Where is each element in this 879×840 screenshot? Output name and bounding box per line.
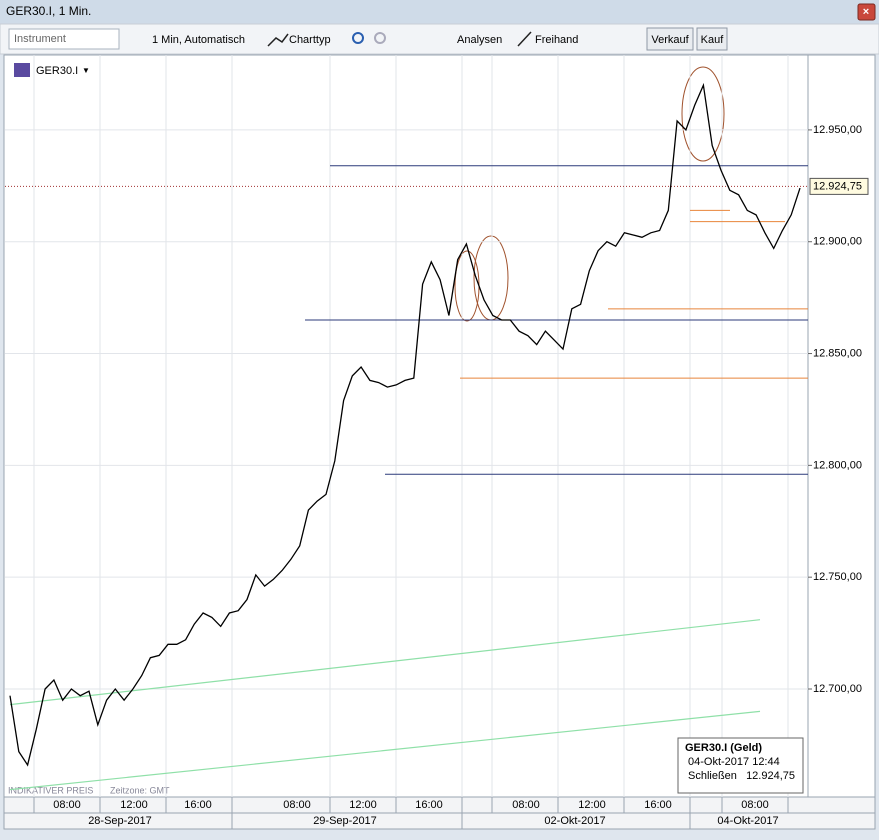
sell-button[interactable]: [646, 27, 694, 51]
analyses-menu[interactable]: Analysen: [457, 34, 502, 46]
buy-button[interactable]: [696, 27, 728, 51]
footer-timezone: Zeitzone: GMT: [110, 785, 170, 795]
zoom-out[interactable]: [374, 32, 386, 44]
x-tick-label: 12:00: [349, 799, 377, 811]
x-tick-label: 08:00: [53, 799, 81, 811]
annotation-ellipse: [681, 66, 725, 162]
toolbar: [0, 23, 879, 55]
info-close-value: 12.924,75: [746, 770, 795, 782]
date-label: 28-Sep-2017: [88, 815, 152, 827]
charttype-menu[interactable]: Charttyp: [289, 34, 331, 46]
close-icon: ×: [863, 6, 869, 18]
window-title: GER30.I, 1 Min.: [6, 4, 91, 18]
x-tick-label: 08:00: [741, 799, 769, 811]
trend-line: [9, 619, 761, 706]
last-price-label: 12.924,75: [813, 180, 862, 192]
instrument-dropdown[interactable]: ▼: [82, 66, 90, 75]
footer-note: INDIKATIVER PREIS: [8, 785, 93, 795]
x-tick-label: 12:00: [578, 799, 606, 811]
y-tick-label: 12.900,00: [813, 236, 862, 248]
zoom-in[interactable]: [352, 32, 364, 44]
plot-area: [3, 54, 809, 798]
instrument-input[interactable]: [8, 28, 120, 50]
y-tick-label: 12.850,00: [813, 347, 862, 359]
y-tick-label: 12.700,00: [813, 683, 862, 695]
y-tick-label: 12.950,00: [813, 124, 862, 136]
instrument-placeholder: Instrument: [14, 33, 66, 45]
info-close-label: Schließen: [688, 770, 737, 782]
buy-label: Kauf: [701, 34, 725, 46]
cfd-icon: [14, 63, 30, 77]
sell-label: Verkauf: [651, 34, 689, 46]
interval-menu[interactable]: 1 Min, Automatisch: [152, 34, 245, 46]
x-tick-label: 08:00: [512, 799, 540, 811]
date-label: 02-Okt-2017: [544, 815, 605, 827]
freehand-icon: [517, 31, 532, 47]
charttype-icon: [267, 33, 289, 47]
y-tick-label: 12.750,00: [813, 571, 862, 583]
price-line: [9, 82, 801, 767]
close-button[interactable]: [857, 3, 876, 21]
y-tick-label: 12.800,00: [813, 459, 862, 471]
info-title: GER30.I (Geld): [685, 742, 762, 754]
x-tick-label: 16:00: [415, 799, 443, 811]
date-label: 04-Okt-2017: [717, 815, 778, 827]
info-time: 04-Okt-2017 12:44: [688, 756, 780, 768]
info-box: [677, 737, 804, 794]
date-label: 29-Sep-2017: [313, 815, 377, 827]
x-tick-label: 08:00: [283, 799, 311, 811]
title-bar: [0, 0, 879, 24]
x-tick-label: 16:00: [644, 799, 672, 811]
trend-line: [9, 710, 761, 791]
x-tick-label: 16:00: [184, 799, 212, 811]
instrument-label: GER30.I: [36, 65, 78, 77]
x-tick-label: 12:00: [120, 799, 148, 811]
freehand-menu[interactable]: Freihand: [535, 34, 578, 46]
last-price-box: [809, 177, 869, 195]
